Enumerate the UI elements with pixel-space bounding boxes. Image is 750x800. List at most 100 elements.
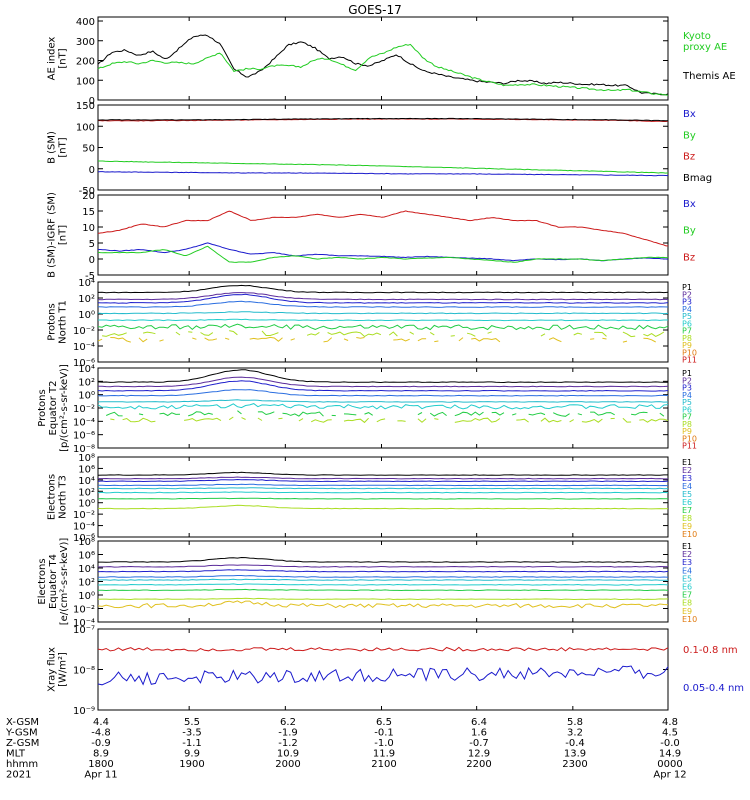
series-line	[577, 413, 583, 416]
y-tick-label: 10⁻²	[73, 605, 95, 616]
series-line	[429, 331, 435, 336]
legend-label: Bx	[683, 199, 696, 210]
y-tick-label: 10⁸	[78, 537, 95, 548]
series-line	[122, 417, 156, 423]
series-line	[97, 292, 669, 301]
series-line	[261, 330, 279, 336]
series-line	[98, 242, 669, 262]
series-line	[228, 416, 234, 421]
legend-label: P7	[682, 413, 692, 422]
series-line	[552, 412, 570, 417]
series-line	[237, 410, 242, 415]
y-tick-label: 10⁻⁶	[73, 431, 95, 442]
series-line	[310, 419, 332, 423]
y-tick-label: 100	[76, 76, 95, 87]
series-line	[97, 311, 669, 315]
legend-label: P10	[682, 434, 697, 443]
legend-label: E1	[682, 458, 692, 467]
y-axis-label: Protons	[47, 303, 58, 340]
legend-label: E10	[682, 530, 697, 539]
legend-label: E9	[682, 522, 692, 531]
x-column-value: 0000	[657, 759, 682, 770]
series-line	[417, 418, 427, 423]
legend-label: E6	[682, 498, 692, 507]
legend-label: P3	[682, 384, 692, 393]
series-line	[98, 160, 669, 174]
x-column-value: 13.9	[564, 749, 586, 760]
y-tick-label: 400	[76, 17, 95, 28]
y-tick-label: 300	[76, 37, 95, 48]
series-line	[97, 323, 669, 331]
x-row-label: Y-GSM	[5, 728, 38, 739]
x-column-value: -1.2	[278, 738, 298, 749]
y-tick-label: 10²	[78, 578, 95, 589]
panel-frame	[97, 194, 669, 276]
x-column-value: 10.9	[277, 749, 299, 760]
legend-label: E4	[682, 482, 692, 491]
series-line	[97, 578, 669, 581]
y-axis-label: [p/(cm²-s-sr-keV)]	[59, 364, 70, 452]
series-line	[594, 331, 607, 337]
series-line	[417, 412, 423, 416]
series-line	[590, 411, 615, 416]
series-line	[643, 337, 656, 343]
x-row-label: MLT	[6, 749, 26, 760]
series-line	[98, 564, 669, 568]
y-tick-label: 150	[76, 101, 95, 112]
y-tick-label: 10²	[78, 487, 95, 498]
legend-label: Bmag	[683, 173, 712, 184]
series-line	[639, 418, 669, 423]
y-tick-label: 0	[89, 255, 95, 266]
series-line	[487, 331, 492, 334]
panel-bigrf: 20 15 10 5 0 -5 B (SM)-IGRF (SM) [nT] Bx By Bz	[47, 191, 696, 282]
series-line	[471, 337, 501, 343]
series-line	[184, 417, 222, 422]
series-line	[105, 411, 123, 417]
y-axis-label: North T1	[58, 300, 69, 344]
series-line	[417, 338, 427, 342]
series-line	[97, 117, 669, 122]
series-line	[97, 597, 669, 601]
panel-frame	[97, 628, 669, 711]
y-axis-label: [W/m²]	[58, 652, 69, 687]
series-line	[97, 376, 669, 388]
legend-label: P11	[682, 356, 697, 365]
y-tick-label: 200	[76, 57, 95, 68]
x-column-value: -0.4	[565, 738, 585, 749]
series-line	[622, 417, 632, 423]
y-axis-label: [nT]	[58, 137, 69, 157]
y-tick-label: 10⁻⁷	[73, 625, 95, 636]
series-line	[528, 412, 546, 416]
legend-label: By	[683, 226, 696, 237]
x-column-value: 2100	[371, 759, 396, 770]
series-line	[97, 399, 669, 403]
series-line	[188, 331, 193, 333]
legend-label: P3	[682, 298, 692, 307]
x-column-value: 5.8	[567, 717, 583, 728]
x-column-value: -1.1	[182, 738, 202, 749]
x-row-label: 2021	[6, 770, 31, 781]
panel-xray: 10⁻⁷ 10⁻⁸ 10⁻⁹ Xray flux [W/m²] 0.1-0.8 nm 0.0…	[47, 625, 745, 717]
series-line	[249, 336, 283, 342]
x-column-value: 1800	[88, 759, 113, 770]
series-line	[548, 337, 562, 343]
series-line	[188, 411, 213, 417]
legend-label: P2	[682, 376, 692, 385]
x-column-value: 5.5	[184, 717, 200, 728]
legend-label: P1	[682, 369, 692, 378]
x-column-value: 4.5	[662, 728, 678, 739]
series-line	[257, 417, 263, 421]
x-column-value: 4.4	[93, 717, 109, 728]
series-line	[429, 411, 447, 417]
series-line	[175, 331, 181, 336]
series-line	[393, 338, 410, 342]
legend-label: E2	[682, 466, 692, 475]
series-line	[466, 332, 476, 337]
y-tick-label: 0	[89, 165, 95, 176]
series-line	[229, 330, 238, 336]
legend-label: P10	[682, 348, 697, 357]
x-column-value: 2200	[466, 759, 491, 770]
